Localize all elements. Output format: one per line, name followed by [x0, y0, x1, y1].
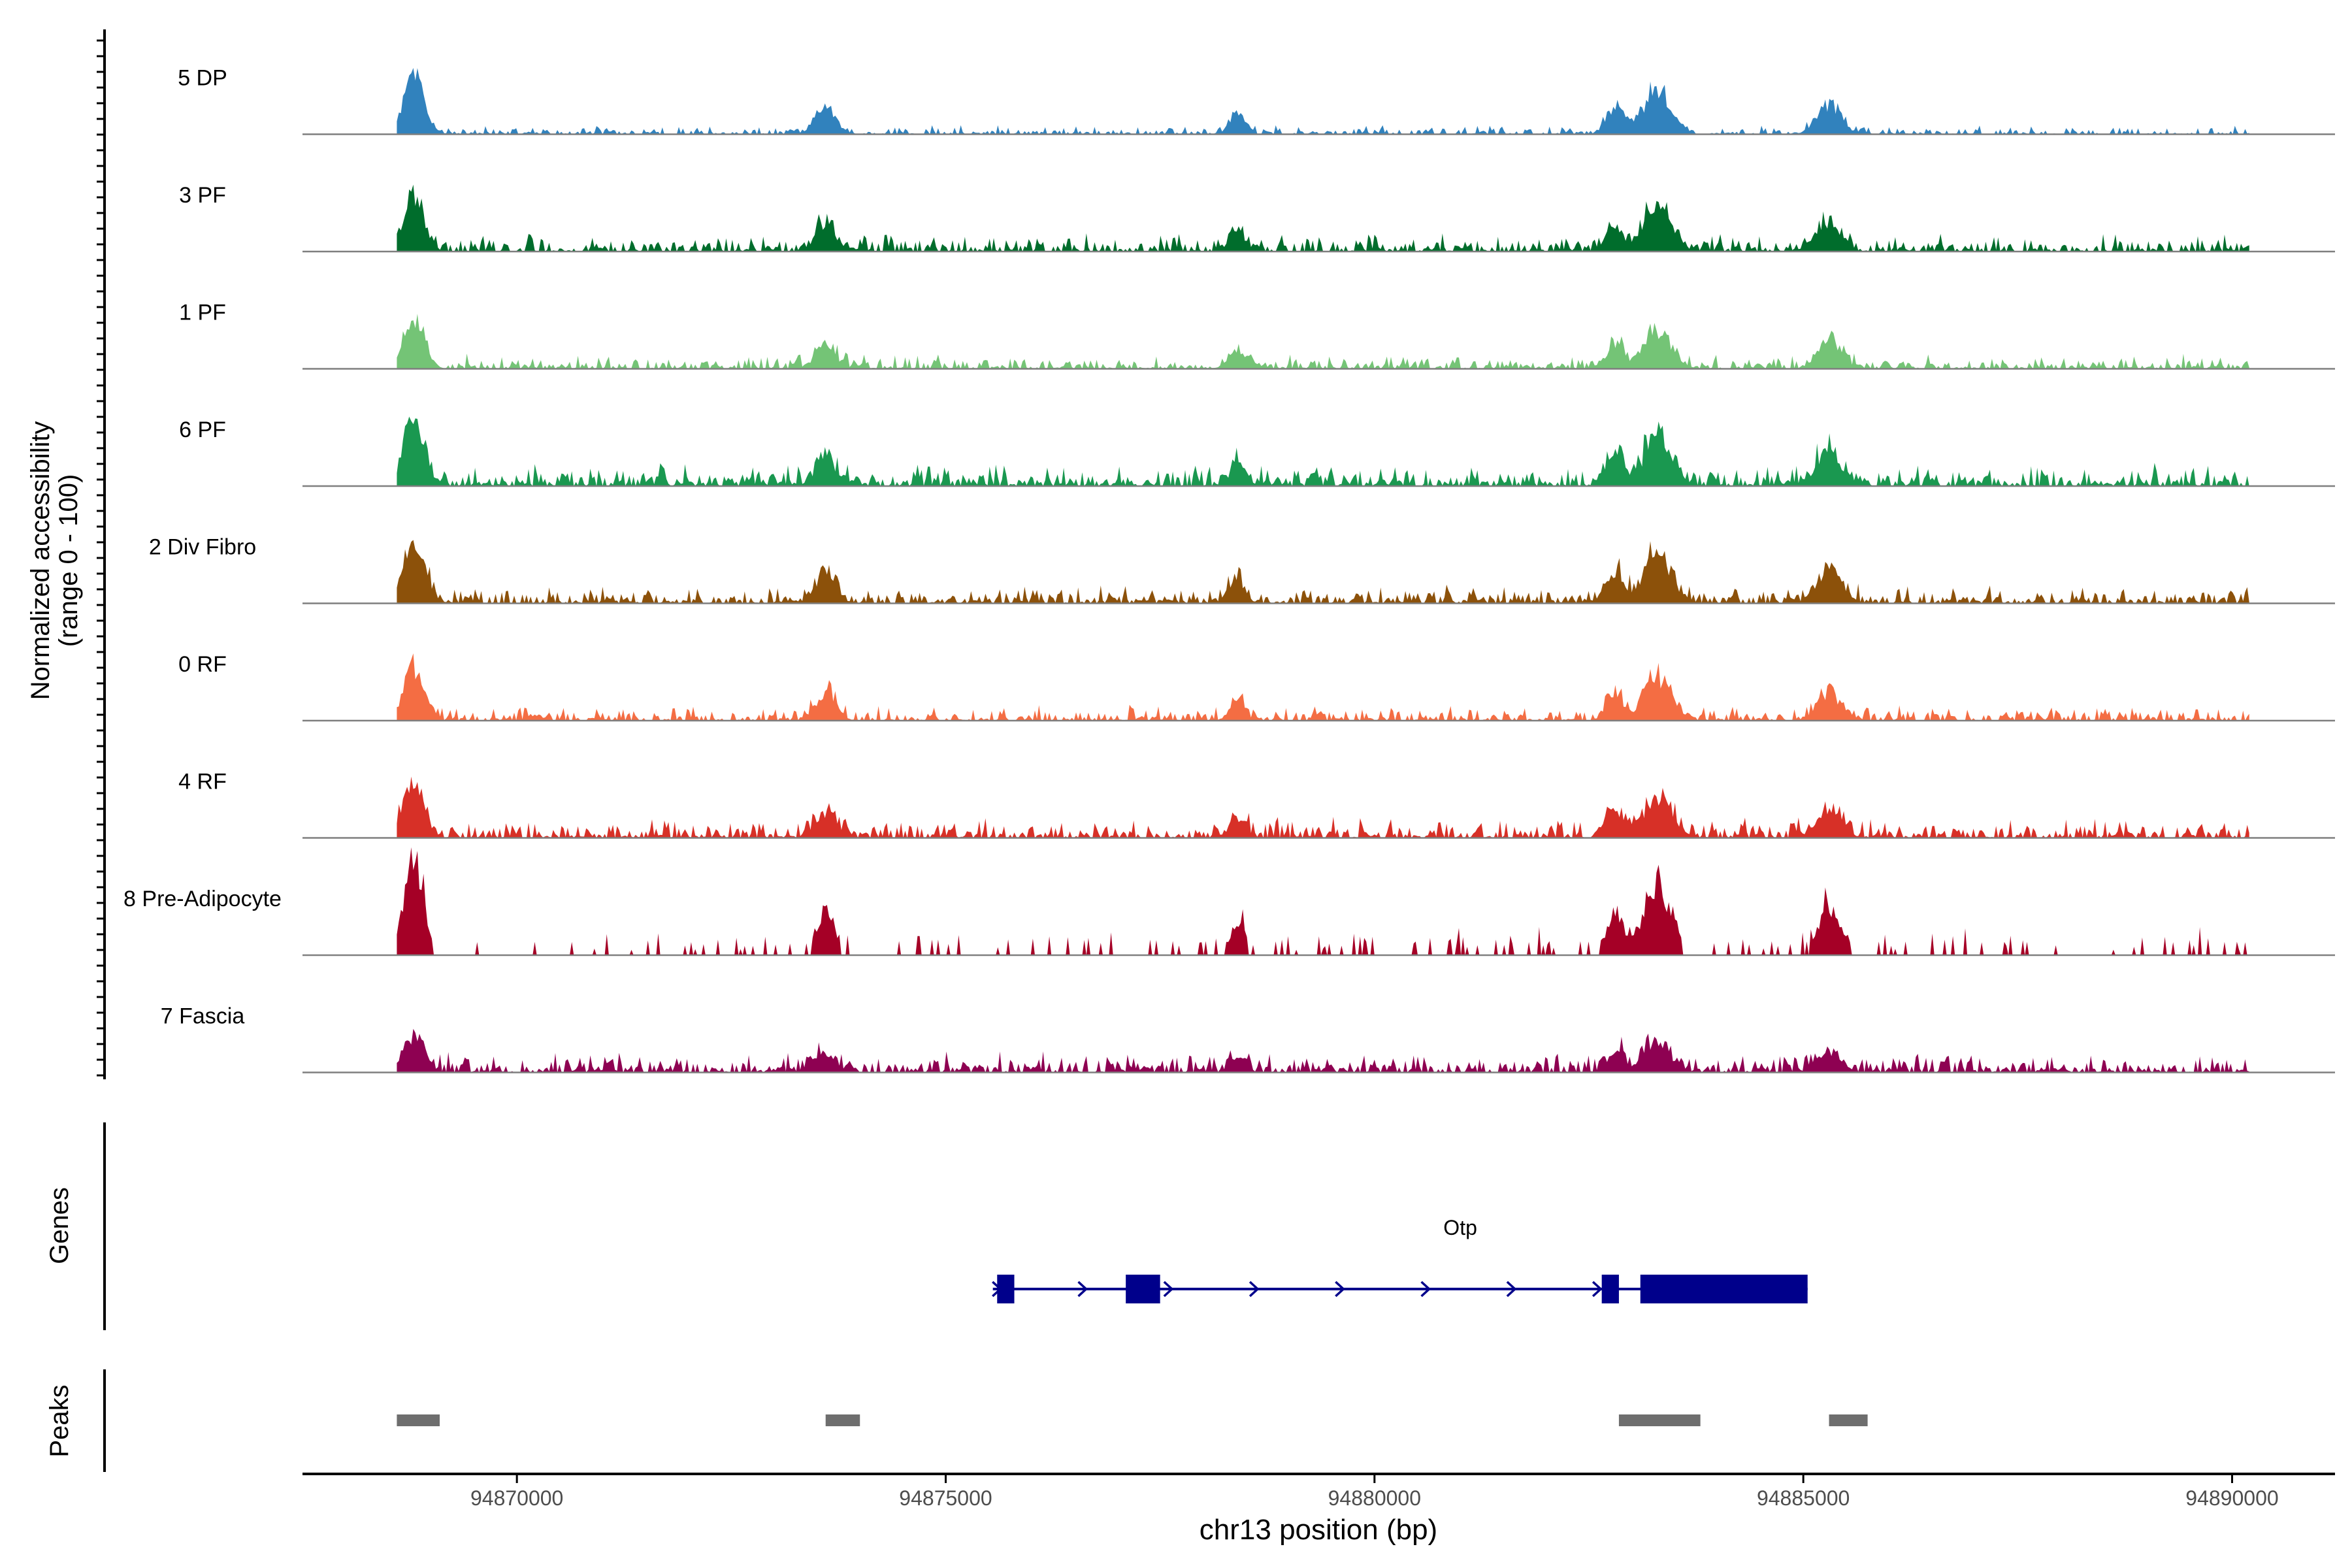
track-label: 8 Pre-Adipocyte	[123, 887, 282, 911]
peak-region	[825, 1414, 860, 1426]
peak-region	[1618, 1414, 1701, 1426]
coverage-area-4	[397, 416, 2249, 486]
strand-arrow	[1249, 1281, 1260, 1298]
coverage-area-9	[397, 1028, 2249, 1073]
y-axis	[97, 29, 106, 1079]
strand-arrow	[1420, 1281, 1431, 1298]
x-tick-label: 94880000	[1328, 1486, 1421, 1510]
strand-arrow	[1506, 1281, 1517, 1298]
track-label: 7 Fascia	[161, 1004, 245, 1029]
x-tick-label: 94875000	[899, 1486, 992, 1510]
track-label: 2 Div Fibro	[149, 535, 256, 560]
x-tick-label: 94870000	[470, 1486, 563, 1510]
coverage-area-1	[397, 68, 2249, 135]
coverage-area-2	[397, 184, 2249, 252]
strand-arrow	[1335, 1281, 1345, 1298]
y-axis-label-line2: (range 0 - 100)	[54, 474, 83, 647]
x-axis: 94870000 94875000 94880000 94885000 94890000	[470, 1474, 2279, 1510]
coverage-area-6	[397, 653, 2249, 721]
strand-arrow	[1592, 1281, 1603, 1298]
gene-name-label: Otp	[1443, 1216, 1477, 1239]
coverage-area-3	[397, 314, 2249, 369]
peak-regions	[397, 1414, 1868, 1426]
track-label: 0 RF	[178, 652, 227, 677]
track-label: 6 PF	[179, 417, 226, 442]
y-axis-label-line1: Normalized accessibility	[26, 421, 55, 700]
coverage-area-8	[397, 847, 2249, 955]
peaks-panel-label: Peaks	[45, 1384, 74, 1457]
coverage-area-7	[397, 776, 2249, 838]
strand-arrow	[1077, 1281, 1088, 1298]
track-label: 5 DP	[178, 66, 227, 91]
track-label: 3 PF	[179, 183, 226, 208]
gene-exon	[997, 1275, 1015, 1303]
track-label: 1 PF	[179, 301, 226, 325]
gene-exon	[1640, 1275, 1808, 1303]
gene-model: Otp	[992, 1216, 1808, 1303]
peak-region	[1829, 1414, 1868, 1426]
peak-region	[397, 1414, 440, 1426]
genes-panel-label: Genes	[45, 1187, 74, 1264]
x-axis-label: chr13 position (bp)	[1200, 1514, 1437, 1546]
strand-arrow	[1163, 1281, 1174, 1298]
coverage-area-5	[397, 540, 2249, 604]
gene-exon	[1126, 1275, 1160, 1303]
x-tick-label: 94885000	[1757, 1486, 1850, 1510]
gene-exon	[1601, 1275, 1619, 1303]
track-label: 4 RF	[178, 770, 227, 794]
x-tick-label: 94890000	[2185, 1486, 2278, 1510]
coverage-tracks: 5 DP 3 PF 1 PF 6 PF 2 Div Fibro 0 RF 4 RF 8 Pre…	[123, 66, 2335, 1073]
